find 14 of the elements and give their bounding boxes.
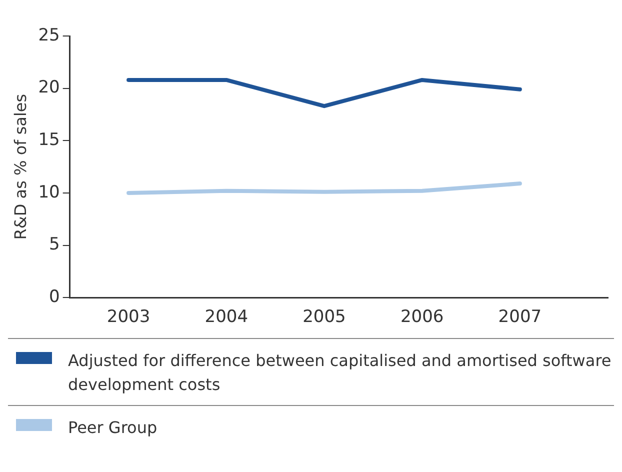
y-tick-label: 0 (49, 287, 60, 308)
x-tick-label: 2003 (106, 307, 150, 328)
legend-label: Adjusted for difference between capitalised and amortised software development costs (68, 350, 612, 396)
y-tick-label: 5 (49, 234, 60, 255)
y-tick-label: 15 (38, 130, 60, 150)
x-tick-label: 2006 (400, 307, 444, 328)
x-tick-label: 2004 (204, 307, 248, 328)
y-tick-label: 10 (38, 182, 60, 202)
y-tick-label: 25 (38, 25, 60, 46)
x-tick-label: 2005 (302, 307, 346, 328)
y-tick-label: 20 (38, 78, 60, 98)
legend-label: Peer Group (68, 417, 158, 439)
y-axis-title: R&D as % of sales (10, 94, 30, 240)
x-tick-label: 2007 (498, 307, 542, 328)
